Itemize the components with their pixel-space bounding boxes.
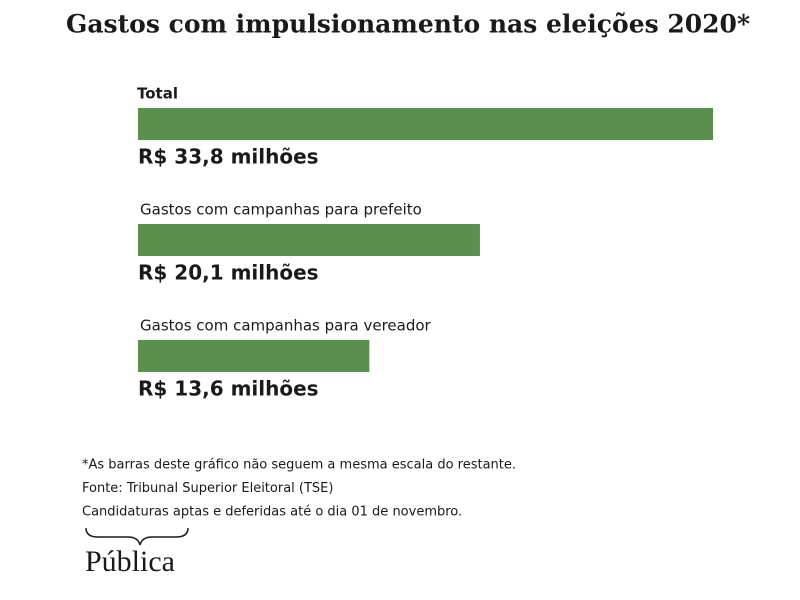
value-label: R$ 33,8 milhões <box>138 145 319 169</box>
logo: Pública <box>85 545 175 578</box>
category-label: Gastos com campanhas para prefeito <box>140 201 422 219</box>
bar <box>138 224 480 256</box>
category-label: Total <box>137 85 178 103</box>
footnote: *As barras deste gráfico não seguem a me… <box>82 458 516 473</box>
bar <box>138 340 370 372</box>
value-label: R$ 13,6 milhões <box>138 377 319 401</box>
bar <box>138 108 713 140</box>
footnote: Candidaturas aptas e deferidas até o dia… <box>82 505 462 520</box>
value-label: R$ 20,1 milhões <box>138 261 319 285</box>
footnote: Fonte: Tribunal Superior Eleitoral (TSE) <box>82 481 333 496</box>
logo-brace <box>85 527 189 546</box>
category-label: Gastos com campanhas para vereador <box>140 317 432 335</box>
chart-title: Gastos com impulsionamento nas eleições … <box>66 10 750 39</box>
